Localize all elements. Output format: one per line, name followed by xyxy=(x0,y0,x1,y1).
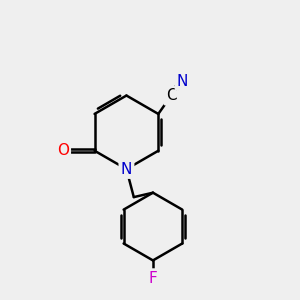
Text: F: F xyxy=(148,271,157,286)
Text: O: O xyxy=(57,143,69,158)
Text: N: N xyxy=(177,74,188,88)
Text: C: C xyxy=(166,88,176,103)
Text: N: N xyxy=(121,162,132,177)
